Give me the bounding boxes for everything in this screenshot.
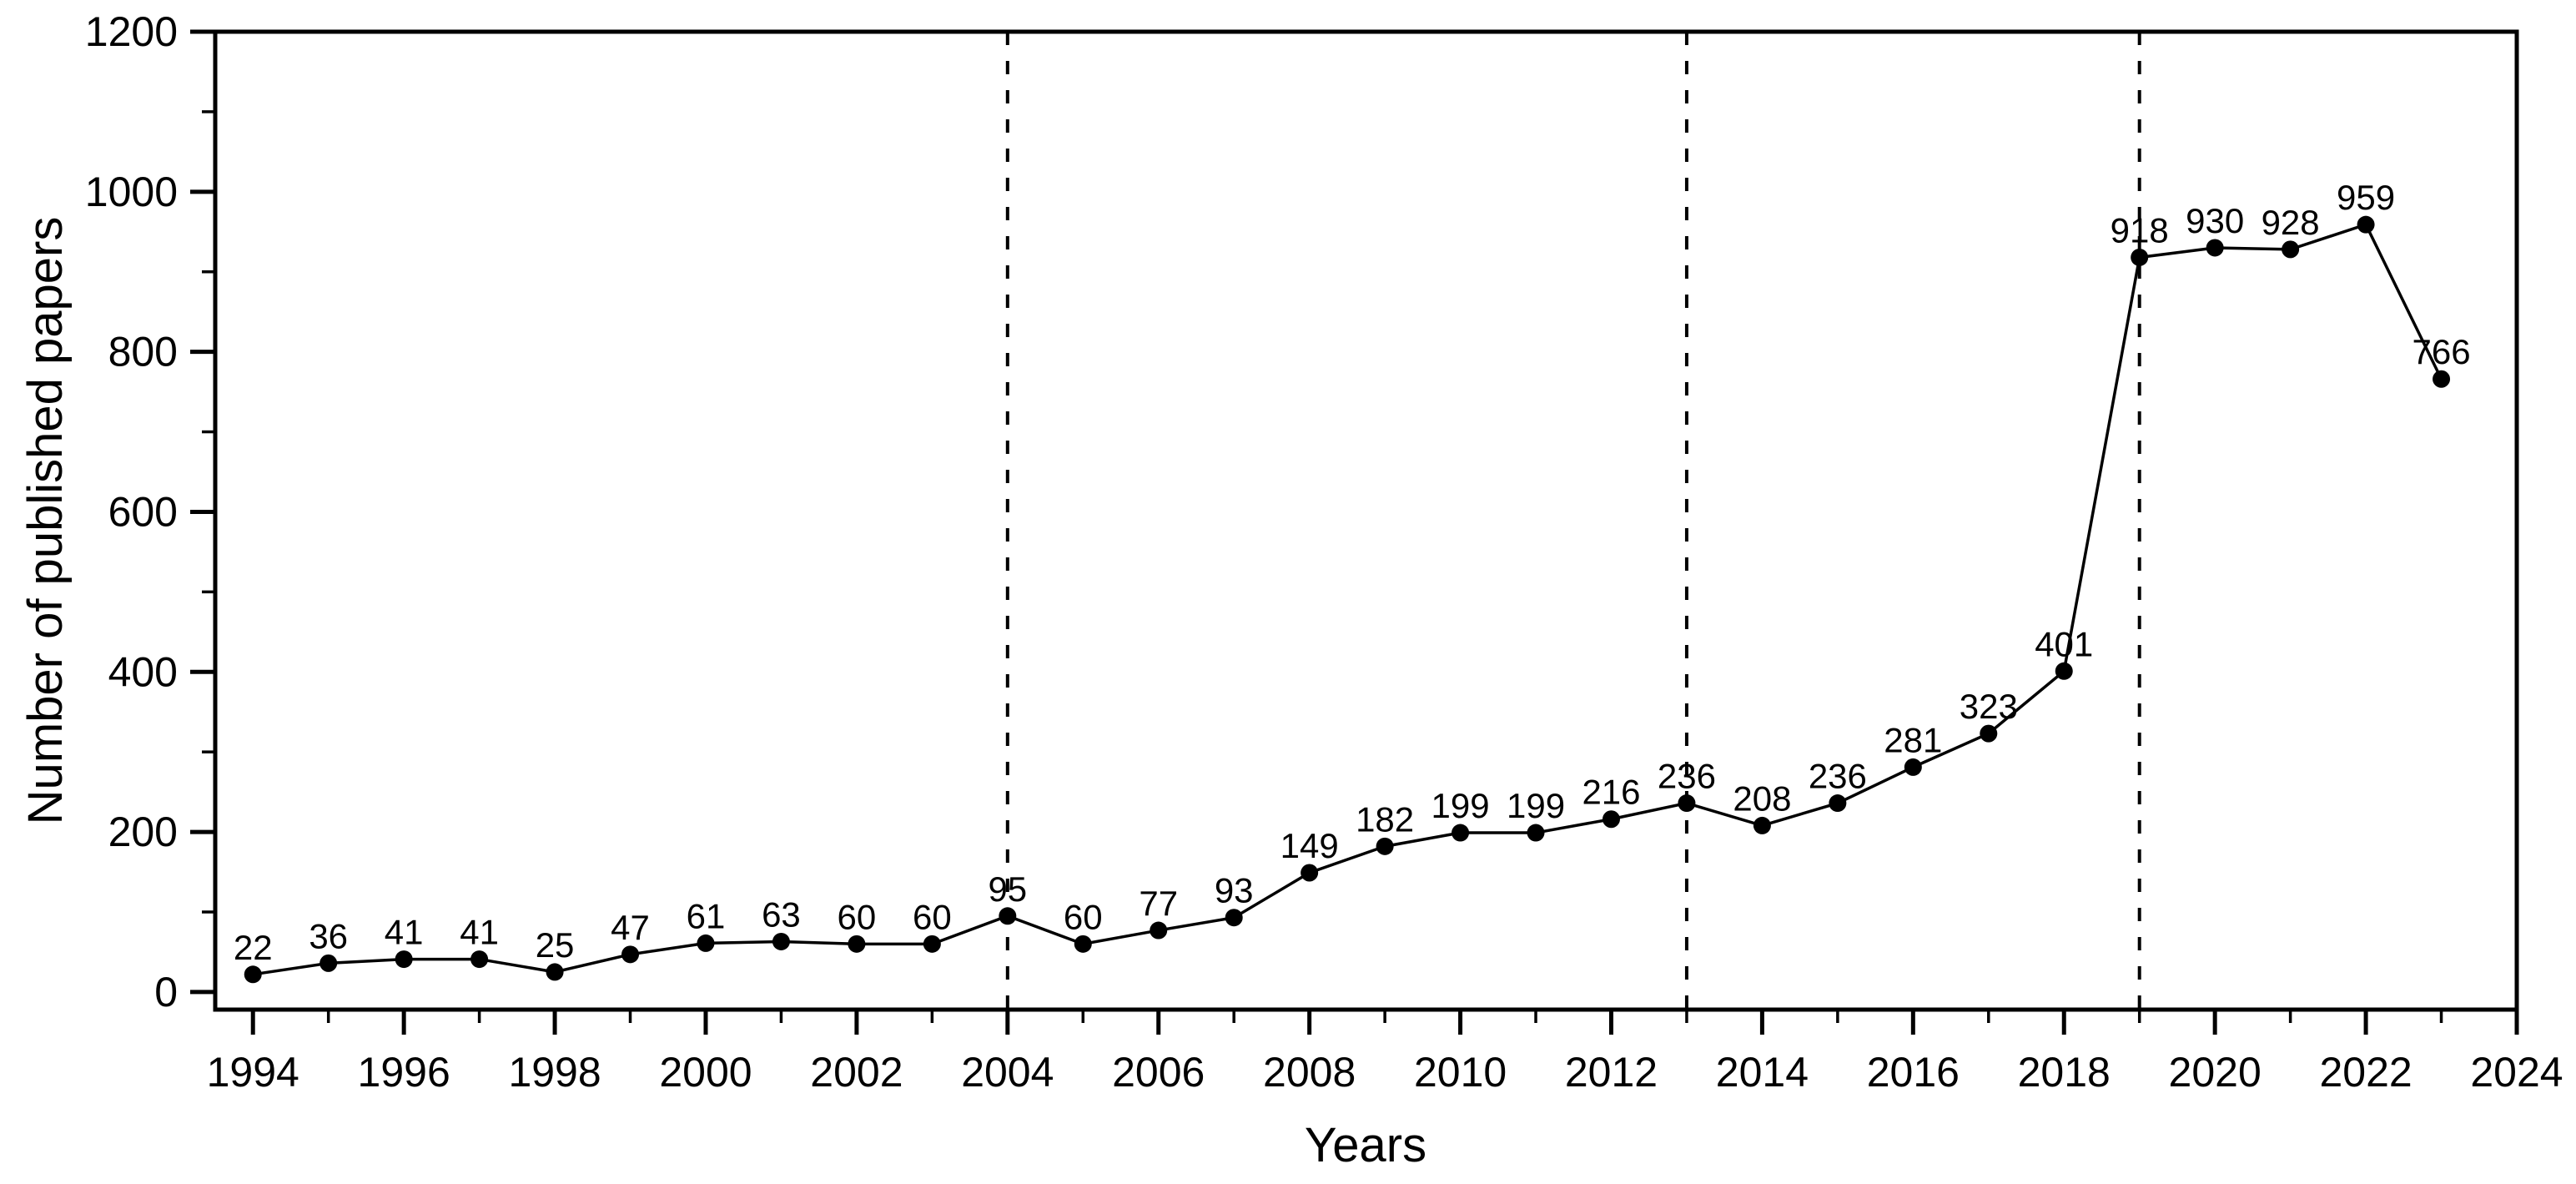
data-point-marker (772, 932, 790, 950)
data-point-marker (848, 935, 866, 953)
data-point-marker (2357, 215, 2375, 234)
data-point-marker (1678, 794, 1696, 813)
x-tick-label: 2024 (2470, 1049, 2563, 1096)
data-point-value-label: 959 (2337, 178, 2395, 217)
data-point-value-label: 41 (460, 913, 499, 952)
data-point-marker (1904, 758, 1922, 776)
x-tick-label: 2014 (1716, 1049, 1809, 1096)
data-point-marker (2055, 662, 2073, 680)
data-point-value-label: 208 (1733, 778, 1791, 818)
data-point-value-label: 60 (1064, 897, 1103, 936)
x-axis-title: Years (1305, 1118, 1426, 1172)
data-point-marker (2433, 370, 2451, 388)
data-point-value-label: 25 (536, 925, 575, 965)
data-point-value-label: 199 (1507, 786, 1565, 825)
data-point-value-label: 281 (1884, 720, 1942, 759)
x-tick-label: 1994 (207, 1049, 299, 1096)
data-point-value-label: 36 (309, 916, 348, 955)
x-tick-label: 2008 (1263, 1049, 1356, 1096)
data-point-value-label: 61 (687, 896, 726, 935)
data-point-value-label: 47 (611, 908, 650, 947)
data-point-marker (2206, 239, 2224, 257)
data-point-marker (1602, 810, 1620, 829)
y-tick-label: 1200 (85, 8, 178, 55)
data-series-layer (244, 215, 2451, 984)
y-tick-label: 600 (108, 488, 178, 535)
data-point-value-label: 77 (1139, 884, 1178, 923)
x-tick-label: 2012 (1565, 1049, 1658, 1096)
data-point-value-label: 216 (1582, 773, 1640, 812)
data-point-value-label: 236 (1809, 757, 1867, 796)
data-point-marker (1376, 837, 1394, 855)
data-point-value-label: 918 (2111, 210, 2169, 249)
x-tick-label: 1996 (358, 1049, 450, 1096)
data-point-marker (621, 945, 640, 964)
x-tick-label: 1998 (508, 1049, 601, 1096)
x-tick-label: 2016 (1867, 1049, 1960, 1096)
data-point-value-label: 766 (2412, 332, 2471, 371)
data-point-marker (923, 935, 941, 953)
x-tick-label: 2020 (2169, 1049, 2262, 1096)
data-point-value-label: 22 (234, 928, 273, 967)
data-point-value-label: 41 (385, 913, 424, 952)
plot-frame (213, 29, 2519, 1012)
data-point-value-label: 95 (988, 869, 1027, 909)
data-point-value-label: 93 (1215, 871, 1254, 910)
data-point-marker (244, 965, 262, 984)
data-point-marker (1829, 794, 1847, 813)
y-tick-label: 400 (108, 648, 178, 695)
data-point-marker (1452, 824, 1470, 842)
data-point-value-label: 60 (913, 897, 952, 936)
y-tick-label: 0 (154, 969, 178, 1015)
y-tick-label: 1000 (85, 169, 178, 215)
axes-layer: 1994 1996 1998 2000 2002 2004 2006 2008 2010 2012… (85, 8, 2563, 1096)
x-tick-label: 2004 (961, 1049, 1054, 1096)
data-point-value-label: 63 (762, 894, 801, 934)
data-point-marker (1527, 824, 1545, 842)
data-point-marker (1753, 816, 1771, 834)
data-point-marker (2131, 248, 2149, 266)
data-point-marker (1074, 935, 1092, 953)
data-series-line (252, 223, 2443, 976)
x-tick-label: 2022 (2319, 1049, 2412, 1096)
data-point-value-label: 199 (1431, 786, 1490, 825)
x-tick-label: 2010 (1414, 1049, 1507, 1096)
y-tick-label: 200 (108, 809, 178, 855)
y-axis-title: Number of published papers (18, 217, 73, 825)
x-tick-label: 2006 (1112, 1049, 1205, 1096)
data-point-marker (319, 954, 338, 972)
data-point-marker (470, 950, 489, 969)
point-labels-layer: 22 36 41 41 25 47 61 63 60 60 95 60 77 93 149 182 199 199… (234, 178, 2471, 967)
data-point-value-label: 930 (2186, 201, 2244, 240)
data-point-marker (2282, 240, 2300, 259)
y-tick-label: 800 (108, 329, 178, 375)
data-point-marker (1980, 724, 1998, 743)
data-point-marker (1301, 864, 1319, 882)
x-tick-label: 2018 (2018, 1049, 2111, 1096)
data-point-marker (999, 907, 1017, 925)
data-point-value-label: 236 (1658, 757, 1716, 796)
data-point-marker (546, 963, 564, 981)
data-point-value-label: 60 (838, 897, 877, 936)
data-point-value-label: 182 (1356, 799, 1414, 839)
reference-lines-layer (1005, 32, 2141, 1010)
data-point-value-label: 149 (1280, 826, 1339, 865)
data-point-value-label: 323 (1960, 687, 2018, 726)
x-tick-label: 2000 (659, 1049, 752, 1096)
data-point-marker (1150, 921, 1168, 940)
data-point-value-label: 401 (2035, 624, 2093, 663)
data-point-marker (1225, 909, 1243, 927)
data-point-value-label: 928 (2262, 203, 2320, 242)
data-point-marker (697, 934, 715, 952)
data-point-marker (395, 950, 413, 969)
x-tick-label: 2002 (810, 1049, 903, 1096)
